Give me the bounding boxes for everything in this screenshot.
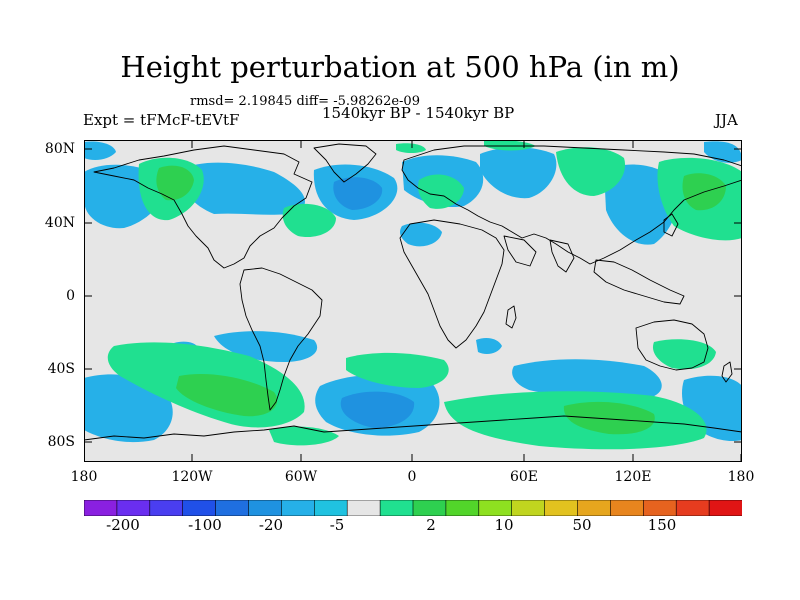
experiment-label: Expt = tFMcF-tEVtF [83,111,240,129]
anomaly-negative-south-atlantic-core [340,391,415,428]
colorbar-label-2: 2 [426,516,436,534]
colorbar-label-minus-5: -5 [329,516,345,534]
anomaly-fields [84,140,742,450]
lon-label-180e: 180 [727,469,755,485]
coast-africa [399,219,505,349]
colorbar-swatch [511,500,546,516]
colorbar-swatch [116,500,151,516]
colorbar-label-minus-200: -200 [106,516,140,534]
colorbar-swatch [84,500,118,516]
anomaly-negative-atlantic-equator [400,222,442,247]
anomaly-positive-europe [418,174,464,209]
colorbar-swatch [346,500,381,516]
coast-japan [663,213,679,237]
colorbar-swatch [544,500,579,516]
lon-label-180w: 180 [70,469,98,485]
anomaly-positive-western-atlantic [282,203,336,238]
colorbar-swatch [642,500,677,516]
colorbar-label-10: 10 [494,516,514,534]
anomaly-positive-arctic-east [484,140,536,151]
coast-south-america [239,267,323,411]
coast-eurasia [401,145,742,265]
lat-label-80s: 80S [47,434,75,450]
colorbar-label-minus-20: -20 [258,516,284,534]
anomaly-negative-north-atlantic-core [333,177,383,210]
colorbar-swatch [412,500,447,516]
season-label: JJA [715,111,738,129]
lon-label-120w: 120W [171,469,213,485]
coast-antarctica [84,415,742,441]
anomaly-positive-central-asia [556,147,626,196]
coast-southeast-asia [593,259,685,305]
colorbar-swatch [281,500,316,516]
coast-arabia [503,235,537,267]
colorbar-swatch [445,500,480,516]
colorbar-swatch [708,500,742,516]
colorbar-label-minus-100: -100 [188,516,222,534]
lat-label-40n: 40N [44,215,75,231]
anomaly-positive-south-pacific-core [176,373,278,417]
anomaly-positive-south-atlantic-north [346,352,449,388]
colorbar-label-50: 50 [572,516,592,534]
lat-label-0: 0 [66,288,75,304]
chart-title: Height perturbation at 500 hPa (in m) [120,50,680,84]
anomaly-positive-australia [652,339,716,370]
lat-label-80n: 80N [44,141,75,157]
colorbar-swatch [248,500,283,516]
lat-label-40s: 40S [47,361,75,377]
lon-label-0: 0 [407,469,417,485]
lon-label-60w: 60W [284,469,318,485]
colorbar-swatch [610,500,645,516]
anomaly-negative-nw-corner [84,141,116,160]
lon-label-120e: 120E [614,469,652,485]
coast-australia [635,319,709,371]
coast-new-zealand [721,361,733,383]
map-plot [84,140,742,462]
colorbar-swatch [149,500,184,516]
colorbar [84,500,742,516]
colorbar-swatch [478,500,513,516]
coast-madagascar [505,305,517,329]
colorbar-swatch [577,500,612,516]
colorbar-label-150: 150 [647,516,677,534]
colorbar-swatch [314,500,349,516]
map-border [84,140,742,462]
colorbar-swatch [215,500,250,516]
coast-north-america [93,145,313,269]
stats-text: rmsd= 2.19845 diff= -5.98262e-09 [190,94,420,109]
colorbar-swatch [182,500,217,516]
anomaly-positive-southern-ocean-core [563,401,655,435]
period-label: 1540kyr BP - 1540kyr BP [322,104,515,122]
coastlines [84,143,742,441]
anomaly-positive-nw-pacific-core [156,165,194,201]
colorbar-swatch [675,500,710,516]
coast-greenland [313,143,377,183]
lon-label-60e: 60E [509,469,539,485]
coast-india [549,239,575,273]
anomaly-negative-north-america [179,162,305,215]
anomaly-negative-equator-east [476,338,502,354]
anomaly-negative-asia [480,147,557,199]
colorbar-swatch [379,500,414,516]
anomaly-negative-south-indian [512,359,662,400]
anomaly-positive-arctic [396,143,426,153]
